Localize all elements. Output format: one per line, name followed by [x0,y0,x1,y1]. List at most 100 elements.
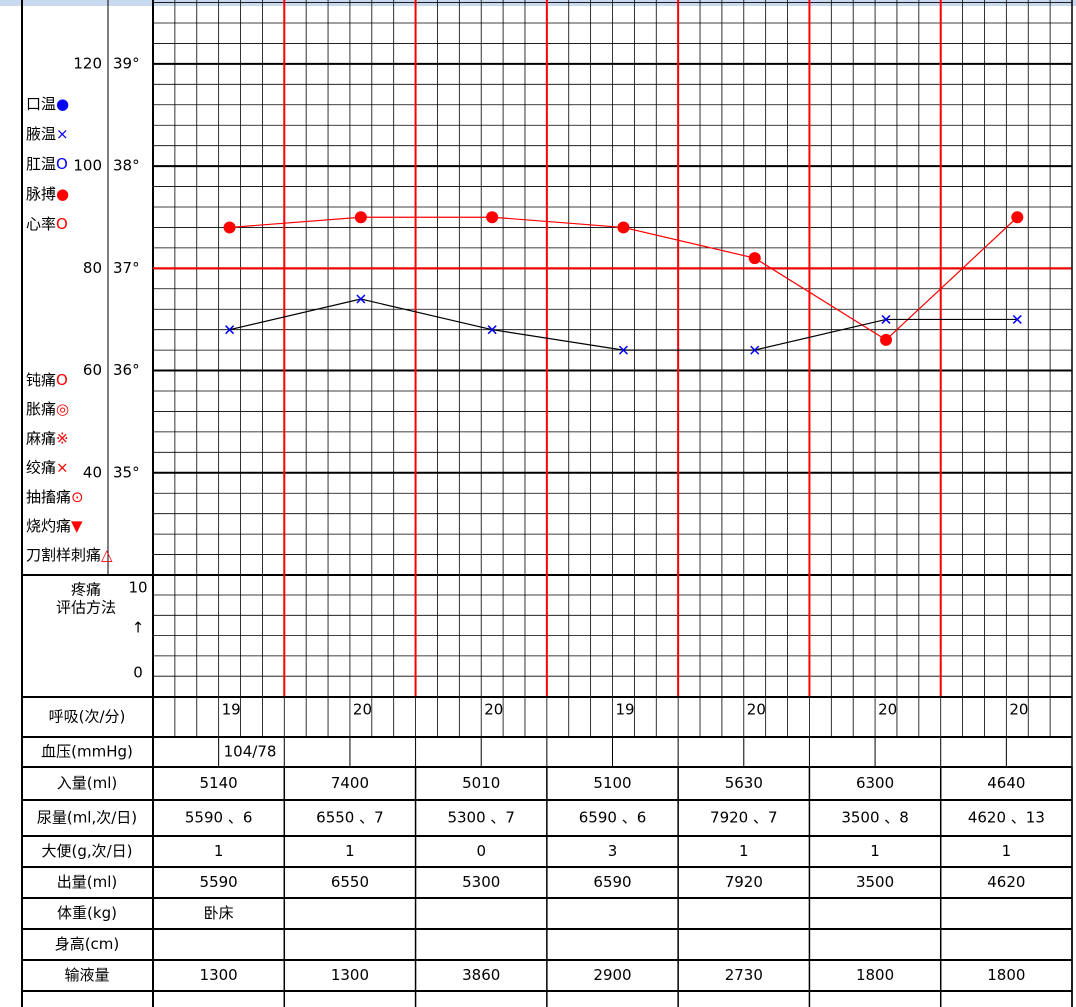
pulse-marker [1011,211,1024,224]
cell-value: 5630 [725,774,763,792]
legend-entry: 肛温O [26,155,68,173]
cell-value: 1 [1002,842,1012,860]
legend-label: 麻痛 [26,429,56,447]
temp-marker [225,325,235,335]
row-label: 身高(cm) [55,935,120,953]
y2-tick-label: 36° [113,361,140,379]
cell-value: 1 [739,842,749,860]
legend-symbol: ● [56,185,69,203]
cell-value: 5590 [200,873,238,891]
temp-marker-stroke [750,345,760,355]
legend-entry: 麻痛※ [26,429,69,447]
pulse-marker [748,252,761,265]
legend-symbol: ● [56,95,69,113]
temp-marker [487,325,497,335]
cell-value: 1800 [856,966,894,984]
temp-marker-stroke [618,345,628,355]
legend-label: 肛温 [26,155,56,173]
legend-label: 心率 [26,215,56,233]
y-tick-label: 120 [73,54,102,72]
cell-value: 2730 [725,966,763,984]
cell-value: 卧床 [204,904,234,922]
pulse-marker [486,211,499,224]
cell-value: 2900 [593,966,631,984]
cell-value: 6550 、7 [316,809,384,827]
legend-symbol: × [56,125,69,143]
pain-title: 疼痛 [71,581,101,599]
cell-value: 5590 、6 [185,809,253,827]
cell-value: 4620 [987,873,1025,891]
legend-entry: 脉搏● [26,185,69,203]
legend-entry: 钝痛O [26,371,68,389]
legend-label: 刀割样刺痛 [26,546,101,564]
cell-value: 1 [214,842,224,860]
legend-label: 腋温 [26,125,56,143]
legend-entry: 绞痛× [26,458,69,476]
legend-symbol: ◎ [56,400,69,418]
temp-marker [750,345,760,355]
respiration-value: 19 [222,701,241,719]
cell-value: 1300 [200,966,238,984]
cell-value: 1300 [331,966,369,984]
cell-value: 3500 [856,873,894,891]
legend-entry: 口温● [26,95,69,113]
legend-entry: 腋温× [26,125,69,143]
y2-tick-label: 38° [113,157,140,175]
temp-marker-stroke [225,325,235,335]
cell-value: 1800 [987,966,1025,984]
temp-marker [1012,314,1022,324]
legend-symbol: O [56,155,68,173]
y-tick-label: 40 [83,463,102,481]
cell-value: 5300 [462,873,500,891]
cell-value: 3860 [462,966,500,984]
cell-value: 4620 、13 [968,809,1045,827]
legend-symbol: O [56,371,68,389]
pulse-marker [880,333,893,346]
legend-label: 抽搐痛 [26,487,71,505]
pain-arrow: ↑ [132,619,145,637]
pulse-marker [223,221,236,234]
cell-value: 6550 [331,873,369,891]
cell-value: 7920 、7 [710,809,778,827]
legend-symbol: ※ [56,429,69,447]
pain-title: 评估方法 [56,599,116,617]
y2-tick-label: 35° [113,463,140,481]
respiration-value: 20 [1009,701,1028,719]
row-label: 血压(mmHg) [41,743,133,761]
pain-tick-label: 10 [128,579,147,597]
cell-value: 5140 [200,774,238,792]
temp-marker-stroke [881,314,891,324]
legend-entry: 刀割样刺痛△ [26,546,113,564]
legend-label: 绞痛 [26,458,56,476]
cell-value: 6590 、6 [579,809,647,827]
cell-value: 4640 [987,774,1025,792]
cell-value: 7400 [331,774,369,792]
temp-marker-stroke [356,294,366,304]
respiration-value: 19 [616,701,635,719]
tab-strip [0,0,1076,6]
cell-value: 3500 、8 [841,809,909,827]
legend-symbol: △ [101,546,113,564]
cell-value: 6300 [856,774,894,792]
y2-tick-label: 37° [113,259,140,277]
cell-value: 1 [870,842,880,860]
respiration-value: 20 [747,701,766,719]
pulse-marker [354,211,367,224]
legend-symbol: × [56,458,69,476]
respiration-value: 20 [353,701,372,719]
pulse-marker [617,221,630,234]
legend-symbol: ⊙ [71,487,84,505]
row-label: 大便(g,次/日) [41,842,132,860]
temp-marker-stroke [1012,314,1022,324]
legend-label: 钝痛 [26,371,56,389]
row-label: 体重(kg) [57,904,117,922]
temp-marker [356,294,366,304]
bp-value: 104/78 [224,743,277,761]
legend-entry: 胀痛◎ [26,400,69,418]
respiration-value: 20 [484,701,503,719]
temp-marker-stroke [487,325,497,335]
row-label: 出量(ml) [57,873,117,891]
